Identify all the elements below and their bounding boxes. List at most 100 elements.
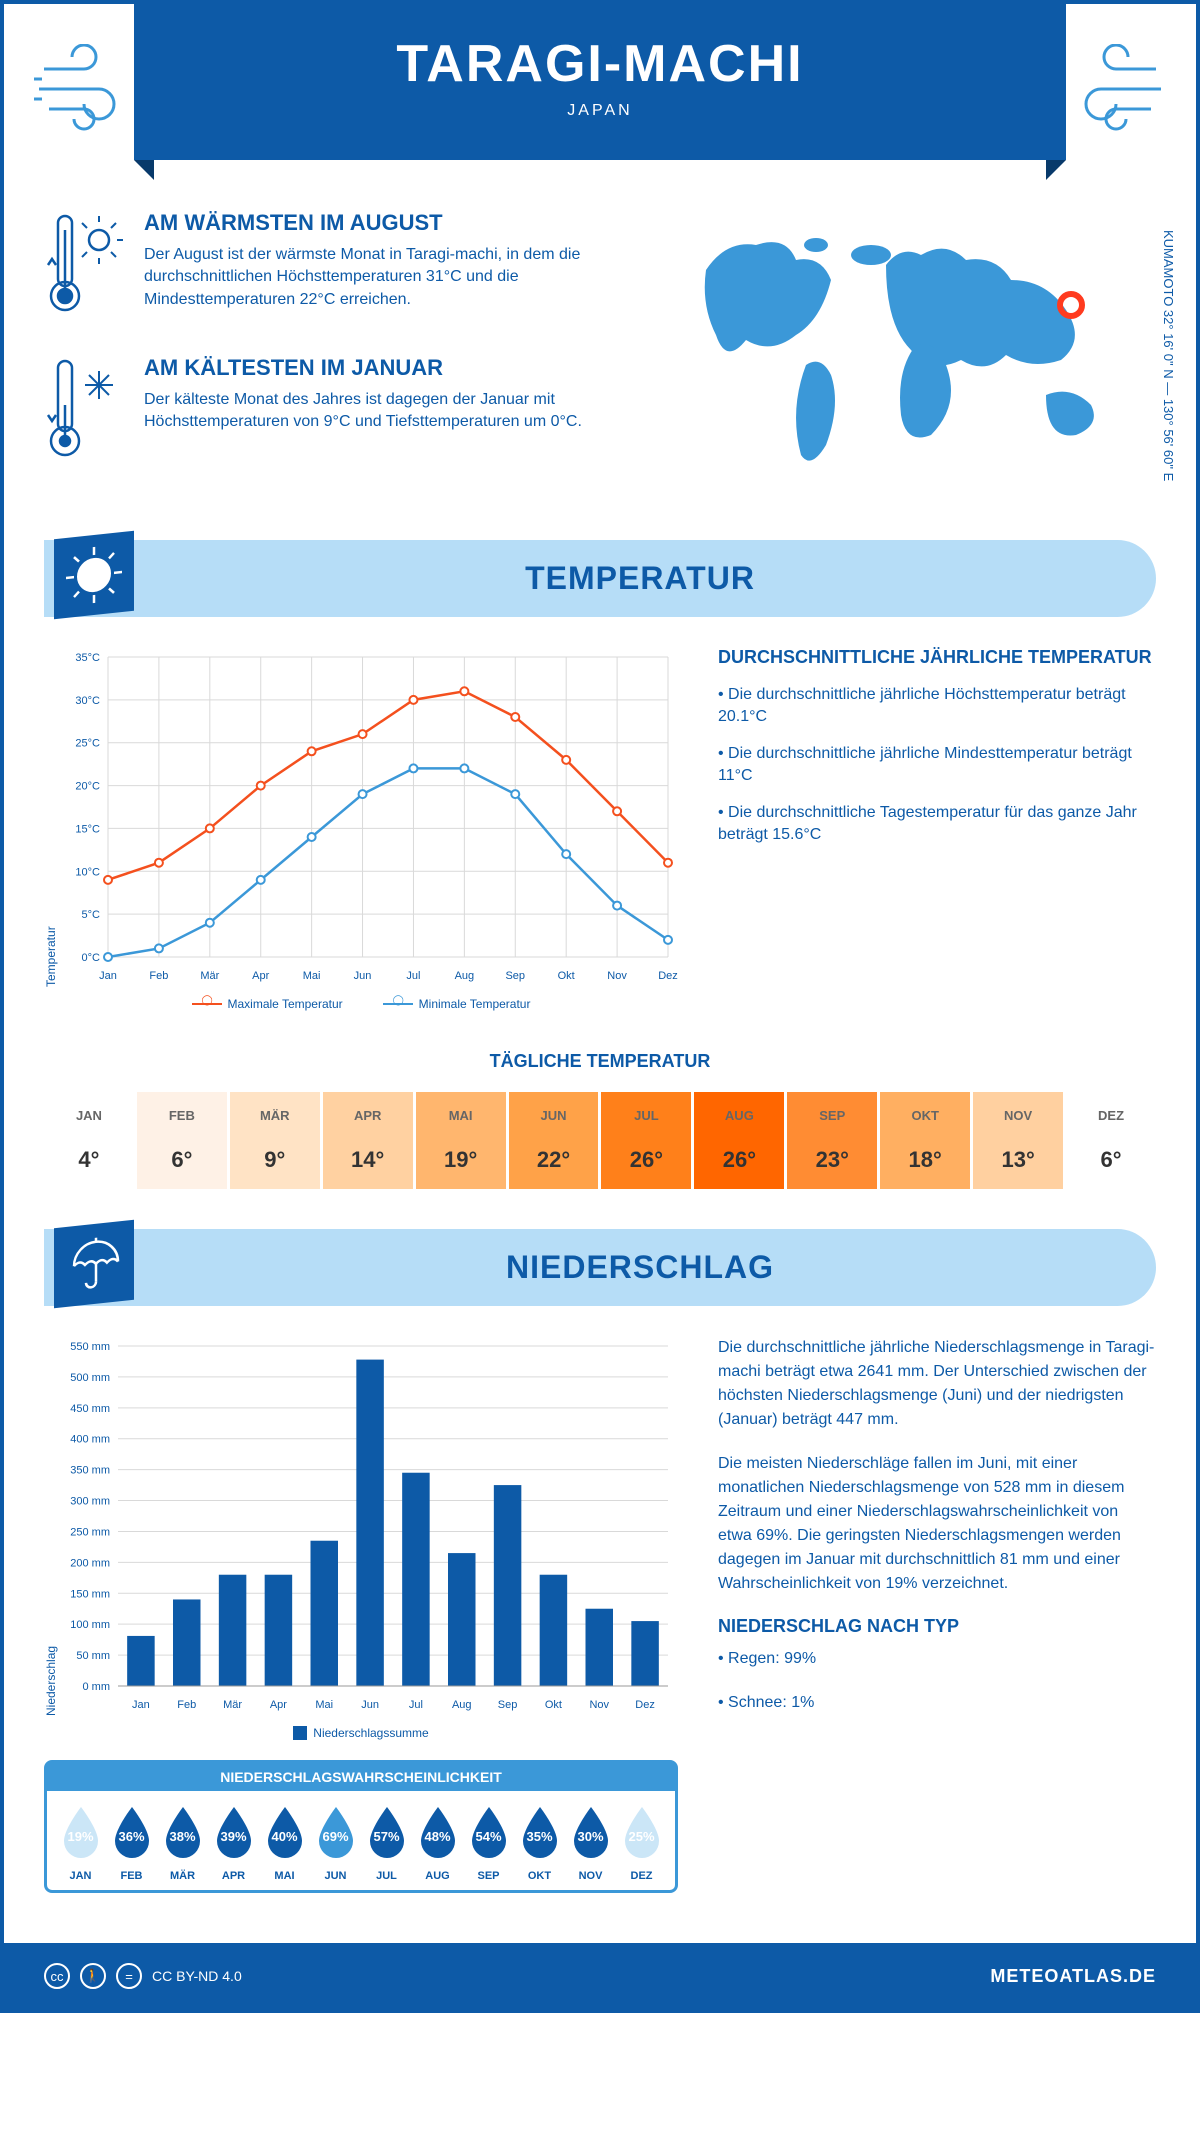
- precipitation-section-header: NIEDERSCHLAG: [44, 1229, 1156, 1306]
- svg-text:Feb: Feb: [149, 970, 168, 982]
- svg-text:Sep: Sep: [498, 1699, 518, 1711]
- svg-text:200 mm: 200 mm: [70, 1557, 110, 1569]
- svg-text:Dez: Dez: [635, 1699, 655, 1711]
- svg-text:Jul: Jul: [409, 1699, 423, 1711]
- temp-cell: JUN22°: [509, 1092, 599, 1189]
- svg-text:Jul: Jul: [406, 970, 420, 982]
- svg-text:10°C: 10°C: [75, 866, 100, 878]
- warmest-text: Der August ist der wärmste Monat in Tara…: [144, 244, 646, 311]
- footer: cc 🚶 = CC BY-ND 4.0 METEOATLAS.DE: [4, 1943, 1196, 2009]
- probability-drop: 39%APR: [211, 1803, 257, 1882]
- svg-text:5°C: 5°C: [82, 909, 101, 921]
- svg-text:30°C: 30°C: [75, 695, 100, 707]
- temperature-section-header: TEMPERATUR: [44, 540, 1156, 617]
- temp-cell: JUL26°: [601, 1092, 691, 1189]
- temp-cell: FEB6°: [137, 1092, 227, 1189]
- section-title: NIEDERSCHLAG: [144, 1249, 1136, 1286]
- header-banner: TARAGI-MACHI JAPAN: [134, 4, 1066, 160]
- svg-text:Dez: Dez: [658, 970, 678, 982]
- svg-text:Mär: Mär: [200, 970, 219, 982]
- probability-drop: 35%OKT: [517, 1803, 563, 1882]
- nd-icon: =: [116, 1963, 142, 1989]
- svg-text:Mär: Mär: [223, 1699, 242, 1711]
- precipitation-bar-chart: Niederschlag 0 mm50 mm100 mm150 mm200 mm…: [44, 1336, 678, 1716]
- svg-text:Mai: Mai: [315, 1699, 333, 1711]
- daily-temp-heatmap: JAN4°FEB6°MÄR9°APR14°MAI19°JUN22°JUL26°A…: [44, 1092, 1156, 1189]
- license-text: CC BY-ND 4.0: [152, 1968, 242, 1984]
- svg-text:Apr: Apr: [252, 970, 269, 982]
- umbrella-icon: [54, 1220, 134, 1308]
- svg-text:0 mm: 0 mm: [83, 1681, 111, 1693]
- probability-drop: 69%JUN: [313, 1803, 359, 1882]
- svg-text:Okt: Okt: [545, 1699, 562, 1711]
- probability-drop: 30%NOV: [568, 1803, 614, 1882]
- svg-text:Aug: Aug: [455, 970, 475, 982]
- probability-drop: 25%DEZ: [619, 1803, 665, 1882]
- svg-text:300 mm: 300 mm: [70, 1496, 110, 1508]
- svg-text:Apr: Apr: [270, 1699, 287, 1711]
- svg-text:150 mm: 150 mm: [70, 1588, 110, 1600]
- svg-text:Jun: Jun: [354, 970, 372, 982]
- temp-cell: NOV13°: [973, 1092, 1063, 1189]
- coordinates-label: KUMAMOTO 32° 16' 0" N — 130° 56' 60" E: [1161, 230, 1176, 481]
- location-title: TARAGI-MACHI: [134, 34, 1066, 94]
- daily-temp-title: TÄGLICHE TEMPERATUR: [44, 1051, 1156, 1072]
- temp-cell: MAI19°: [416, 1092, 506, 1189]
- svg-text:Aug: Aug: [452, 1699, 472, 1711]
- svg-text:0°C: 0°C: [82, 952, 101, 964]
- section-title: TEMPERATUR: [144, 560, 1136, 597]
- probability-drop: 40%MAI: [262, 1803, 308, 1882]
- svg-text:35°C: 35°C: [75, 652, 100, 664]
- temp-cell: SEP23°: [787, 1092, 877, 1189]
- svg-text:Nov: Nov: [589, 1699, 609, 1711]
- thermometer-snow-icon: [44, 355, 124, 470]
- svg-text:Mai: Mai: [303, 970, 321, 982]
- precipitation-info: Die durchschnittliche jährliche Niedersc…: [718, 1336, 1156, 1893]
- temp-cell: AUG26°: [694, 1092, 784, 1189]
- precipitation-probability-box: NIEDERSCHLAGSWAHRSCHEINLICHKEIT 19%JAN36…: [44, 1760, 678, 1893]
- warmest-title: AM WÄRMSTEN IM AUGUST: [144, 210, 646, 236]
- temp-cell: MÄR9°: [230, 1092, 320, 1189]
- by-icon: 🚶: [80, 1963, 106, 1989]
- probability-drop: 48%AUG: [415, 1803, 461, 1882]
- svg-text:450 mm: 450 mm: [70, 1403, 110, 1415]
- svg-text:400 mm: 400 mm: [70, 1434, 110, 1446]
- svg-text:15°C: 15°C: [75, 823, 100, 835]
- temp-cell: JAN4°: [44, 1092, 134, 1189]
- cc-icon: cc: [44, 1963, 70, 1989]
- intro-section: AM WÄRMSTEN IM AUGUST Der August ist der…: [44, 210, 1156, 500]
- probability-drop: 54%SEP: [466, 1803, 512, 1882]
- temp-cell: APR14°: [323, 1092, 413, 1189]
- svg-text:550 mm: 550 mm: [70, 1341, 110, 1353]
- coldest-title: AM KÄLTESTEN IM JANUAR: [144, 355, 646, 381]
- svg-text:Jan: Jan: [132, 1699, 150, 1711]
- svg-text:Jan: Jan: [99, 970, 117, 982]
- svg-text:Nov: Nov: [607, 970, 627, 982]
- svg-text:20°C: 20°C: [75, 781, 100, 793]
- probability-drop: 36%FEB: [109, 1803, 155, 1882]
- temperature-line-chart: Temperatur 0°C5°C10°C15°C20°C25°C30°C35°…: [44, 647, 678, 1011]
- svg-text:25°C: 25°C: [75, 738, 100, 750]
- svg-text:250 mm: 250 mm: [70, 1526, 110, 1538]
- temp-cell: DEZ6°: [1066, 1092, 1156, 1189]
- temp-cell: OKT18°: [880, 1092, 970, 1189]
- location-country: JAPAN: [134, 102, 1066, 120]
- svg-text:Feb: Feb: [177, 1699, 196, 1711]
- infographic-frame: TARAGI-MACHI JAPAN AM WÄRMSTEN IM AUGUST…: [0, 0, 1200, 2013]
- svg-text:50 mm: 50 mm: [76, 1650, 110, 1662]
- probability-drop: 19%JAN: [58, 1803, 104, 1882]
- temperature-info: DURCHSCHNITTLICHE JÄHRLICHE TEMPERATUR •…: [718, 647, 1156, 1011]
- coldest-text: Der kälteste Monat des Jahres ist dagege…: [144, 389, 646, 434]
- probability-drop: 57%JUL: [364, 1803, 410, 1882]
- world-map: KUMAMOTO 32° 16' 0" N — 130° 56' 60" E: [676, 210, 1156, 500]
- svg-text:Sep: Sep: [505, 970, 525, 982]
- svg-text:Jun: Jun: [361, 1699, 379, 1711]
- svg-text:350 mm: 350 mm: [70, 1465, 110, 1477]
- thermometer-sun-icon: [44, 210, 124, 325]
- sun-icon: [54, 531, 134, 619]
- svg-text:500 mm: 500 mm: [70, 1372, 110, 1384]
- svg-text:100 mm: 100 mm: [70, 1619, 110, 1631]
- probability-drop: 38%MÄR: [160, 1803, 206, 1882]
- brand-name: METEOATLAS.DE: [990, 1966, 1156, 1987]
- svg-text:Okt: Okt: [558, 970, 575, 982]
